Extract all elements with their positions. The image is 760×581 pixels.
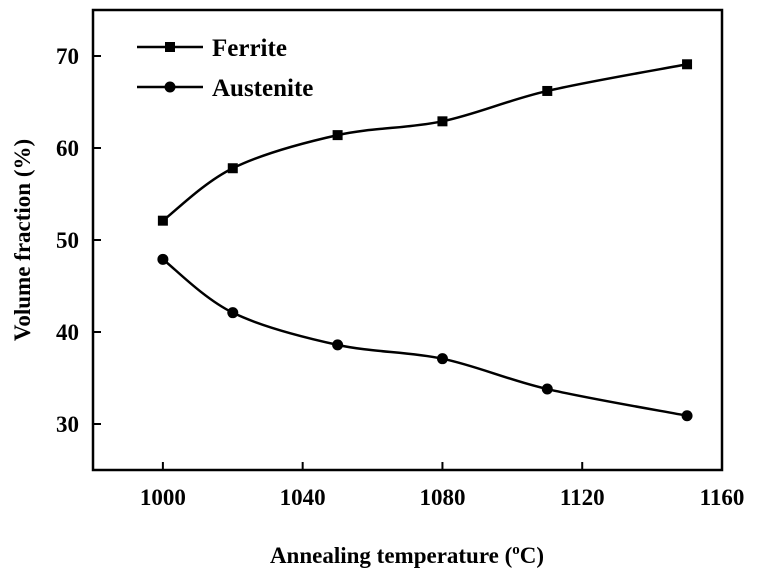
x-axis-label: Annealing temperature (oC) (270, 542, 544, 568)
y-tick-label: 50 (56, 228, 79, 253)
y-tick-label: 70 (56, 44, 79, 69)
x-tick-label: 1120 (560, 485, 605, 510)
ferrite-point (227, 163, 238, 174)
austenite-point (541, 383, 553, 395)
y-tick-label: 60 (56, 136, 79, 161)
ferrite-point (682, 59, 693, 70)
y-tick-label: 40 (56, 320, 79, 345)
austenite-line (162, 258, 688, 417)
legend-ferrite-label: Ferrite (212, 35, 287, 62)
legend: Ferrite Austenite (137, 35, 313, 102)
plot-frame (91, 8, 724, 472)
legend-austenite-label: Austenite (212, 75, 313, 102)
x-tick-label: 1040 (280, 485, 326, 510)
austenite-point (332, 339, 344, 351)
ferrite-point (157, 215, 168, 226)
x-tick-label: 1080 (419, 485, 465, 510)
austenite-point (681, 410, 693, 422)
x-tick-label: 1160 (700, 485, 745, 510)
y-axis-label: Volume fraction (%) (10, 139, 35, 341)
series-group (157, 59, 693, 422)
austenite-point (436, 353, 448, 365)
degree-superscript: o (512, 542, 520, 558)
austenite-point (227, 307, 239, 319)
y-tick-label: 30 (56, 412, 79, 437)
austenite-point (157, 253, 169, 265)
ferrite-point (542, 85, 553, 96)
legend-ferrite-marker (165, 42, 175, 52)
x-tick-label: 1000 (140, 485, 186, 510)
ferrite-point (437, 116, 448, 127)
axis-ticks: 1000 1040 1080 1120 1160 30 40 50 60 70 (56, 44, 744, 510)
legend-austenite-marker (164, 81, 176, 93)
ferrite-point (332, 130, 343, 141)
